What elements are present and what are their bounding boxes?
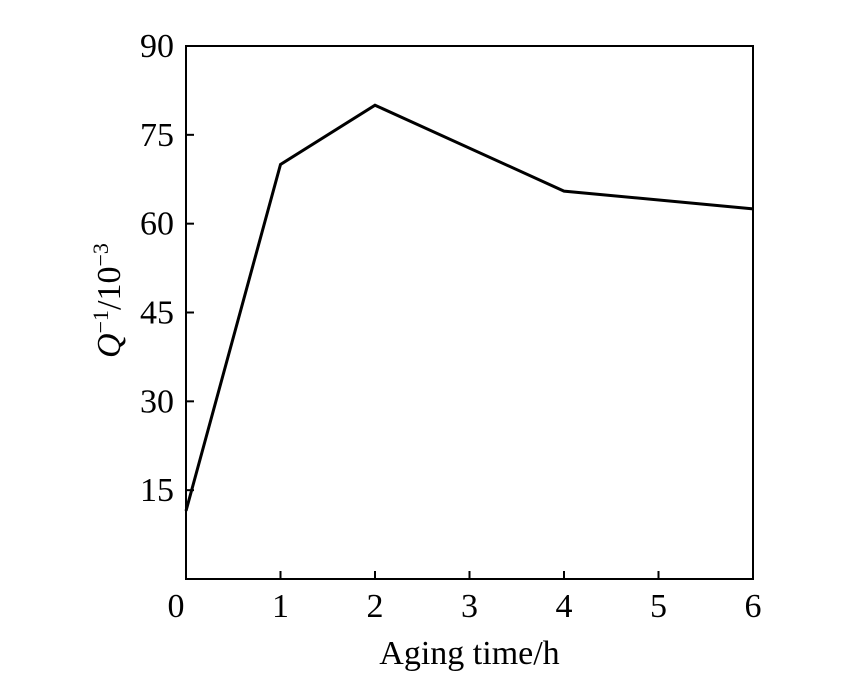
x-axis-label: Aging time/h xyxy=(379,635,559,672)
y-axis-label-exponent-2: −3 xyxy=(88,243,113,266)
y-tick-label: 45 xyxy=(140,295,174,332)
x-tick-label: 5 xyxy=(650,588,667,625)
y-axis-ticks: 15 30 45 60 75 90 xyxy=(140,28,194,509)
x-tick-label: 3 xyxy=(461,588,478,625)
y-axis-label-symbol: Q xyxy=(91,333,128,358)
plot-frame xyxy=(185,45,754,580)
x-tick-label: 4 xyxy=(556,588,573,625)
x-tick-label: 0 xyxy=(168,588,185,625)
series-line xyxy=(184,103,754,512)
y-axis-label: Q−1/10−3 xyxy=(88,243,128,358)
y-tick-label: 75 xyxy=(140,117,174,154)
x-tick-label: 2 xyxy=(367,588,384,625)
y-tick-label: 30 xyxy=(140,383,174,420)
y-axis-label-exponent-1: −1 xyxy=(88,310,113,333)
y-axis-label-divisor: /10 xyxy=(91,266,128,309)
x-axis-ticks: 0 1 2 3 4 5 6 xyxy=(168,571,762,625)
y-tick-label: 90 xyxy=(140,28,174,65)
x-tick-label: 6 xyxy=(745,588,762,625)
y-tick-label: 15 xyxy=(140,472,174,509)
y-tick-label: 60 xyxy=(140,206,174,243)
x-tick-label: 1 xyxy=(272,588,289,625)
series-layer xyxy=(184,103,754,512)
